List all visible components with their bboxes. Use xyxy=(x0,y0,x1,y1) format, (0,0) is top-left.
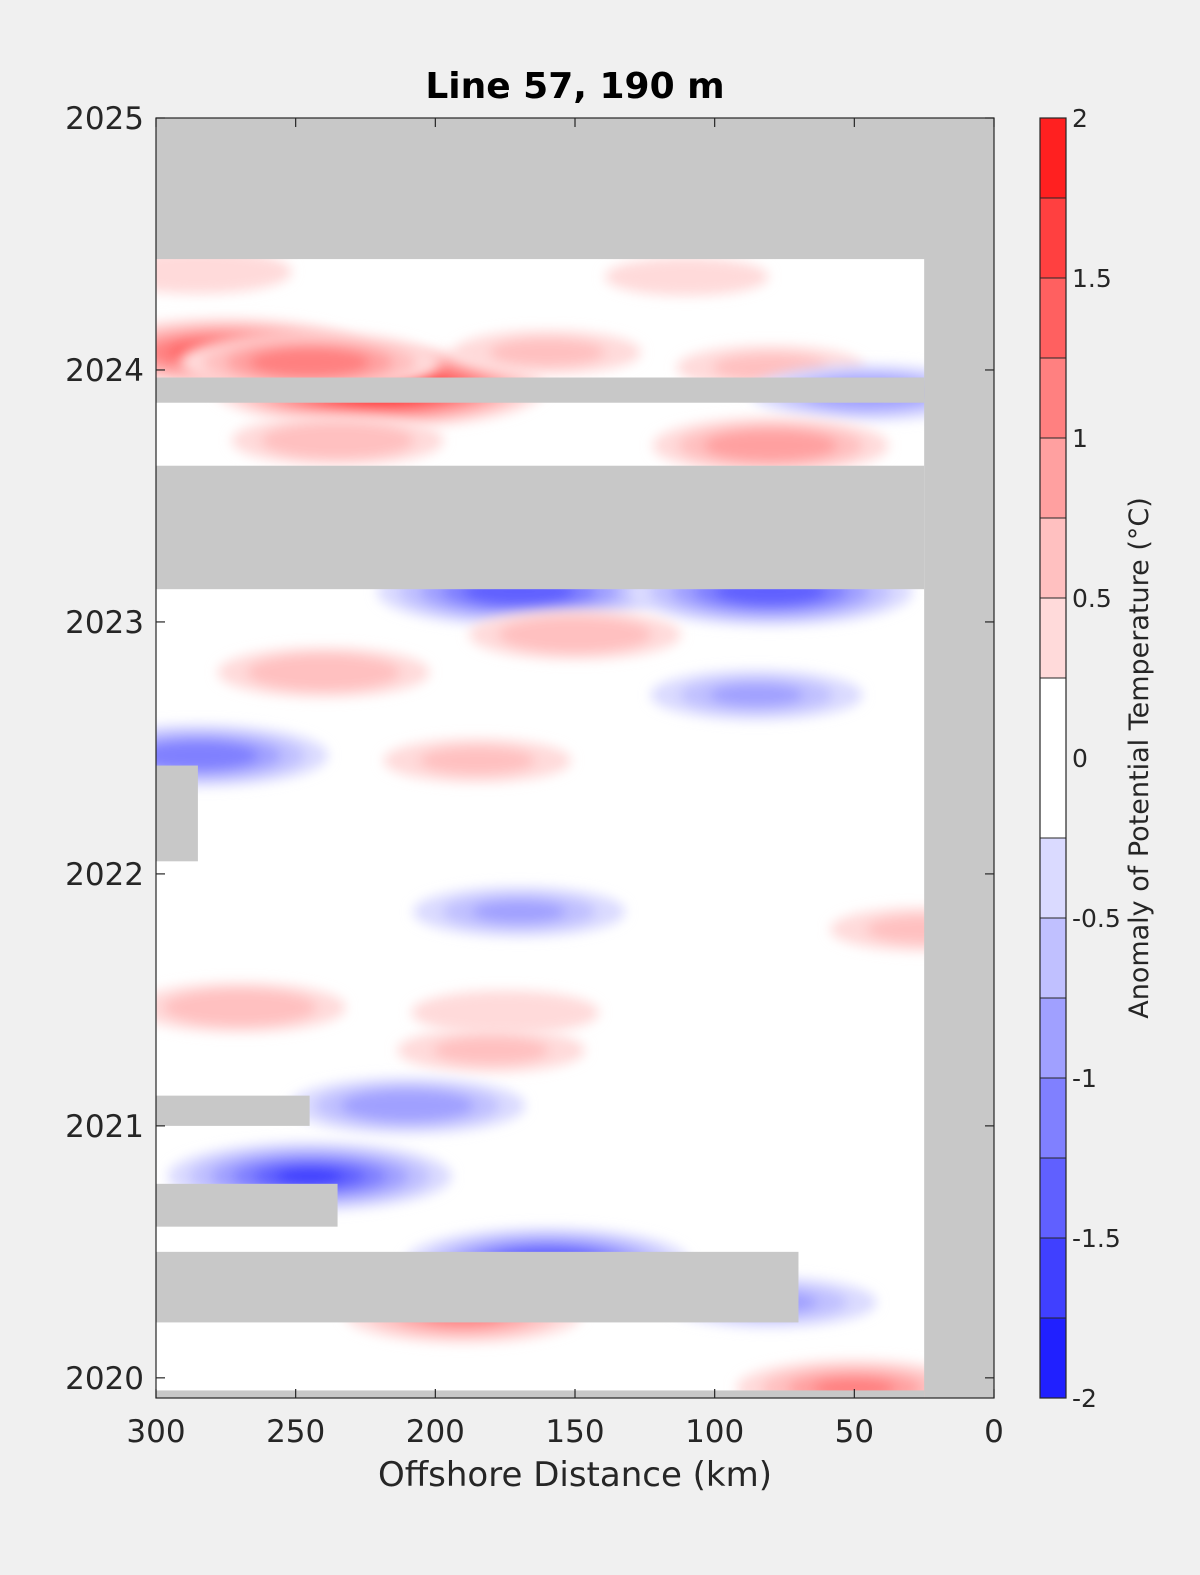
colorbar-segment xyxy=(1040,118,1066,198)
no-data-region xyxy=(156,118,994,260)
colorbar-tick-label: -1.5 xyxy=(1072,1224,1121,1253)
no-data-region xyxy=(156,1183,338,1227)
colorbar-tick-label: 1 xyxy=(1072,424,1088,453)
y-tick-label: 2023 xyxy=(65,605,144,641)
colorbar-tick-label: -1 xyxy=(1072,1064,1097,1093)
x-tick-label: 50 xyxy=(835,1414,874,1450)
colorbar-label: Anomaly of Potential Temperature (°C) xyxy=(1124,497,1155,1019)
no-data-region xyxy=(924,118,994,1398)
x-tick-label: 100 xyxy=(685,1414,744,1450)
colorbar-segment xyxy=(1040,438,1066,518)
anomaly-feature xyxy=(231,415,444,466)
y-tick-label: 2024 xyxy=(65,353,144,389)
y-tick-label: 2022 xyxy=(65,857,144,893)
colorbar-tick-label: -0.5 xyxy=(1072,904,1121,933)
colorbar-segment xyxy=(1040,278,1066,358)
colorbar xyxy=(1039,117,1067,1399)
colorbar-tick-label: 2 xyxy=(1072,104,1088,133)
y-tick-label: 2025 xyxy=(65,101,144,137)
colorbar-segment xyxy=(1040,198,1066,278)
x-axis-label: Offshore Distance (km) xyxy=(378,1455,772,1495)
plot-area xyxy=(155,117,995,1399)
anomaly-feature xyxy=(289,1077,526,1134)
no-data-region xyxy=(156,765,198,862)
colorbar-tick-label: -2 xyxy=(1072,1384,1097,1413)
colorbar-segment xyxy=(1040,998,1066,1078)
x-tick-label: 300 xyxy=(126,1414,185,1450)
colorbar-segment xyxy=(1040,918,1066,998)
anomaly-feature xyxy=(411,990,600,1035)
no-data-region xyxy=(156,1390,925,1398)
no-data-region xyxy=(156,465,925,590)
anomaly-feature xyxy=(413,886,626,937)
no-data-regions xyxy=(156,118,994,1398)
colorbar-tick-label: 0 xyxy=(1072,744,1088,773)
anomaly-feature xyxy=(217,647,430,698)
anomaly-feature xyxy=(652,417,889,474)
colorbar-segment xyxy=(1040,1078,1066,1158)
no-data-region xyxy=(156,377,925,403)
colorbar-frame xyxy=(1039,117,1067,1399)
anomaly-feature xyxy=(156,249,292,294)
colorbar-segment xyxy=(1040,838,1066,918)
colorbar-segment xyxy=(1040,358,1066,438)
colorbar-tick-label: 1.5 xyxy=(1072,264,1112,293)
colorbar-tick-label: 0.5 xyxy=(1072,584,1112,613)
colorbar-segment xyxy=(1040,1318,1066,1398)
anomaly-feature xyxy=(397,1028,586,1073)
x-tick-label: 200 xyxy=(406,1414,465,1450)
y-tick-label: 2021 xyxy=(65,1109,144,1145)
anomaly-feature xyxy=(156,982,346,1033)
anomaly-feature xyxy=(650,670,863,721)
colorbar-segment xyxy=(1040,518,1066,598)
x-tick-label: 250 xyxy=(266,1414,325,1450)
y-tick-label: 2020 xyxy=(65,1361,144,1397)
anomaly-feature xyxy=(156,724,328,787)
colorbar-segment xyxy=(1040,1158,1066,1238)
no-data-region xyxy=(156,1095,310,1126)
x-tick-label: 0 xyxy=(984,1414,1004,1450)
colorbar-ticks: -2 -1.5 -1 -0.5 0 0.5 1 1.5 2 xyxy=(1072,104,1121,1413)
x-tick-label: 150 xyxy=(545,1414,604,1450)
x-axis: 300 250 200 150 100 50 0 xyxy=(126,118,1004,1450)
y-axis: 2020 2021 2022 2023 2024 2025 xyxy=(65,101,994,1397)
anomaly-feature xyxy=(604,257,769,296)
colorbar-segment xyxy=(1040,598,1066,678)
anomaly-feature xyxy=(453,330,642,375)
anomaly-feature xyxy=(383,738,572,783)
colorbar-segment xyxy=(1040,1238,1066,1318)
no-data-region xyxy=(156,1251,799,1323)
colorbar-segment xyxy=(1040,678,1066,838)
anomaly-feature xyxy=(469,609,681,660)
chart-title: Line 57, 190 m xyxy=(425,66,724,107)
